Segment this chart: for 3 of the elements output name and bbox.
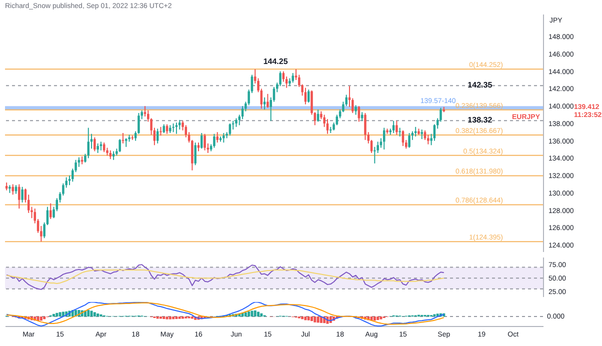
ref-line-label: 138.32: [468, 116, 493, 125]
ref-line-label: 142.35: [468, 80, 493, 90]
annotation: 144.25: [263, 57, 288, 66]
